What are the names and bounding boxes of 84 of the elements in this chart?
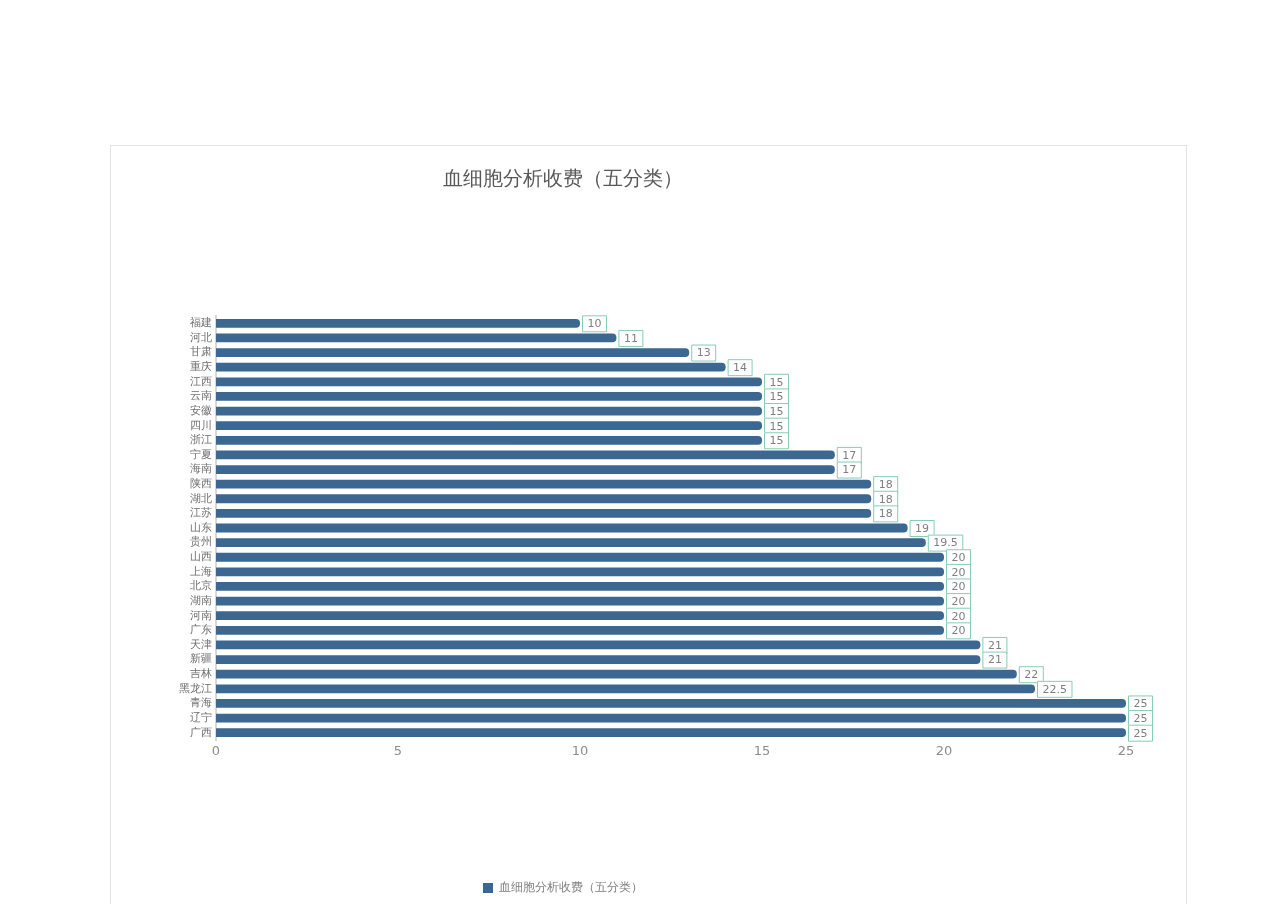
y-tick-label: 天津 bbox=[190, 637, 212, 651]
y-tick-label: 江苏 bbox=[190, 506, 212, 520]
bar bbox=[216, 728, 1126, 738]
y-tick-label: 北京 bbox=[190, 579, 212, 593]
bar bbox=[216, 392, 762, 401]
data-label: 15 bbox=[769, 390, 784, 404]
data-label: 17 bbox=[842, 463, 857, 477]
data-label: 19 bbox=[915, 521, 930, 535]
data-label: 25 bbox=[1133, 711, 1148, 725]
bar bbox=[216, 552, 944, 562]
y-tick-label: 吉林 bbox=[190, 667, 212, 681]
y-tick-label: 青海 bbox=[190, 696, 212, 710]
x-tick-label: 0 bbox=[211, 743, 221, 759]
bar bbox=[216, 684, 1035, 694]
y-tick-label: 宁夏 bbox=[190, 447, 212, 461]
data-label: 21 bbox=[987, 638, 1002, 652]
bar bbox=[216, 494, 872, 504]
bar bbox=[216, 435, 762, 445]
data-label: 20 bbox=[951, 565, 966, 579]
data-label: 20 bbox=[951, 580, 966, 594]
data-label: 14 bbox=[733, 361, 748, 375]
y-tick-label: 海南 bbox=[190, 462, 212, 476]
y-tick-label: 湖南 bbox=[190, 593, 212, 607]
y-tick-label: 贵州 bbox=[190, 535, 212, 549]
x-tick-label: 5 bbox=[393, 743, 403, 759]
bar bbox=[216, 596, 944, 606]
data-label: 11 bbox=[623, 331, 638, 345]
data-label: 18 bbox=[878, 492, 893, 506]
y-tick-label: 四川 bbox=[190, 418, 212, 432]
x-tick-label: 15 bbox=[753, 743, 771, 759]
y-tick-label: 云南 bbox=[190, 389, 212, 403]
bar bbox=[216, 625, 944, 635]
chart-title: 血细胞分析收费（五分类） bbox=[443, 166, 683, 191]
y-tick-label: 甘肃 bbox=[190, 345, 212, 359]
data-label: 19.5 bbox=[933, 536, 958, 550]
data-label: 20 bbox=[951, 594, 966, 608]
y-tick-label: 广东 bbox=[190, 623, 212, 637]
bar bbox=[216, 567, 944, 577]
data-label: 13 bbox=[696, 346, 711, 360]
bar bbox=[216, 508, 872, 518]
legend-label: 血细胞分析收费（五分类） bbox=[499, 880, 643, 895]
bar bbox=[216, 713, 1126, 723]
data-label: 20 bbox=[951, 609, 966, 623]
data-label: 17 bbox=[842, 448, 857, 462]
y-tick-label: 黑龙江 bbox=[179, 681, 212, 695]
data-label: 18 bbox=[878, 478, 893, 491]
bar bbox=[216, 611, 944, 621]
bar bbox=[216, 421, 762, 431]
y-tick-label: 山西 bbox=[190, 550, 212, 564]
bar bbox=[216, 406, 762, 416]
y-tick-label: 上海 bbox=[190, 564, 212, 578]
y-tick-label: 辽宁 bbox=[190, 710, 212, 724]
data-label: 15 bbox=[769, 404, 784, 418]
data-label: 22 bbox=[1024, 668, 1039, 682]
y-tick-label: 重庆 bbox=[190, 360, 212, 374]
bar bbox=[216, 582, 944, 591]
y-tick-label: 福建 bbox=[190, 316, 212, 330]
y-tick-label: 安徽 bbox=[190, 403, 212, 417]
data-label: 25 bbox=[1133, 697, 1148, 711]
bar bbox=[216, 655, 981, 664]
x-tick-label: 25 bbox=[1117, 743, 1135, 759]
data-label: 25 bbox=[1133, 726, 1148, 740]
y-tick-label: 江西 bbox=[190, 374, 212, 388]
data-label: 15 bbox=[769, 375, 784, 389]
data-label: 22.5 bbox=[1042, 682, 1067, 696]
y-tick-label: 广西 bbox=[190, 725, 212, 739]
data-label: 15 bbox=[769, 419, 784, 433]
data-label: 21 bbox=[987, 653, 1002, 667]
data-label: 15 bbox=[769, 434, 784, 448]
y-tick-label: 浙江 bbox=[190, 433, 212, 447]
data-label: 18 bbox=[878, 507, 893, 521]
x-tick-label: 20 bbox=[935, 743, 953, 759]
y-tick-label: 山东 bbox=[190, 520, 212, 534]
y-tick-label: 陕西 bbox=[190, 477, 212, 490]
y-tick-label: 河南 bbox=[190, 608, 212, 622]
bar bbox=[216, 465, 835, 474]
bar bbox=[216, 538, 926, 548]
x-tick-label: 10 bbox=[571, 743, 589, 759]
data-label: 20 bbox=[951, 624, 966, 638]
data-label: 10 bbox=[587, 317, 602, 331]
data-label: 20 bbox=[951, 551, 966, 565]
y-tick-label: 湖北 bbox=[190, 491, 212, 505]
y-tick-label: 新疆 bbox=[190, 652, 212, 666]
y-tick-label: 河北 bbox=[190, 330, 212, 344]
